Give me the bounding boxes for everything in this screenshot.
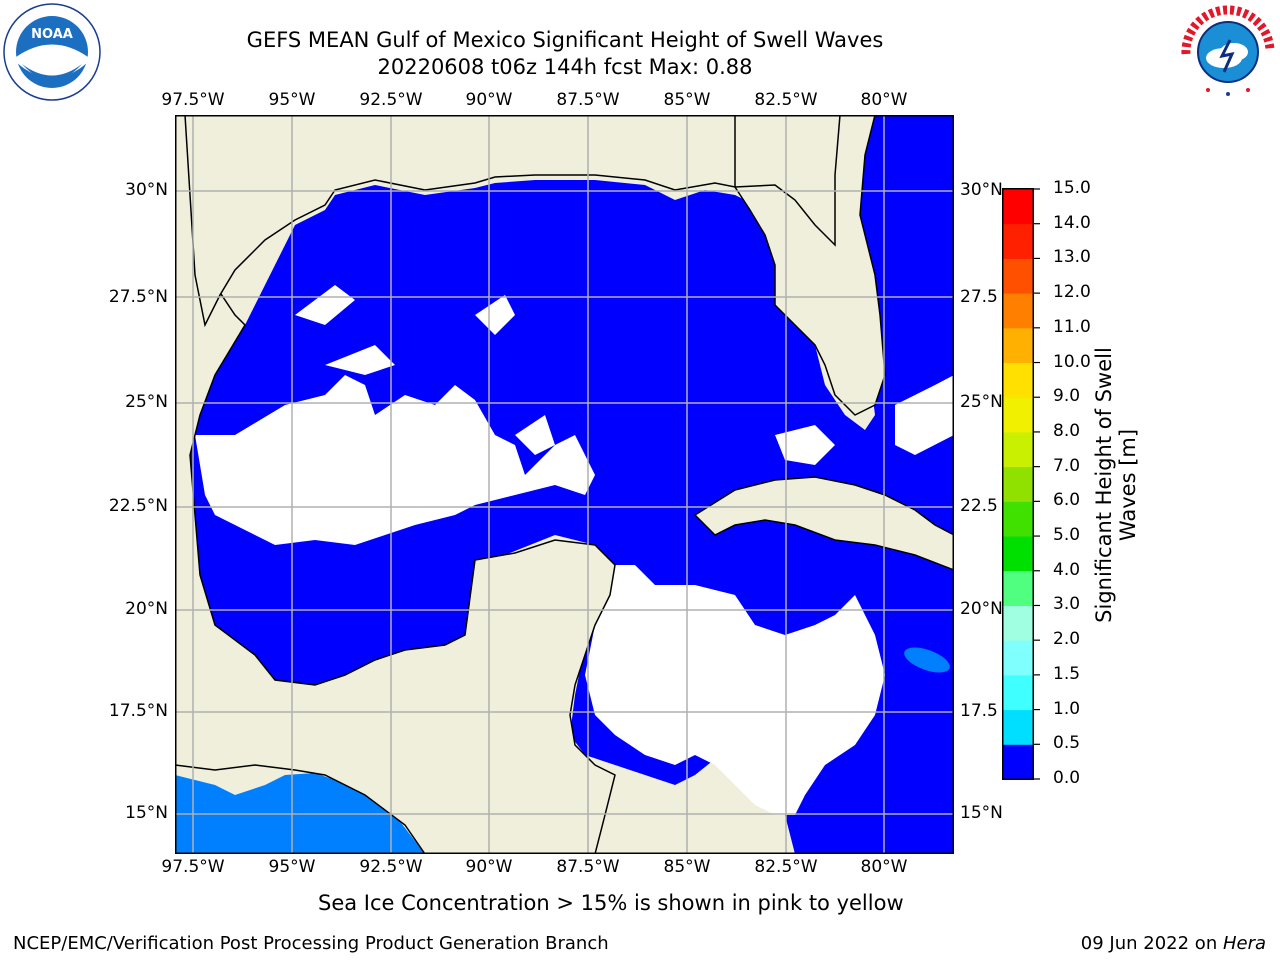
lat-label-left: 25°N <box>125 392 168 412</box>
colorbar-cell <box>1003 258 1033 294</box>
colorbar-tick-label: 8.0 <box>1053 420 1081 441</box>
colorbar-tick-label: 6.0 <box>1053 490 1081 511</box>
map-title: GEFS MEAN Gulf of Mexico Significant Hei… <box>246 28 884 52</box>
lon-label-bottom: 97.5°W <box>161 857 225 877</box>
colorbar-cell <box>1003 293 1033 329</box>
sea-ice-note: Sea Ice Concentration > 15% is shown in … <box>318 891 904 915</box>
colorbar-tick-label: 5.0 <box>1053 525 1081 546</box>
colorbar-tick-label: 0.5 <box>1053 733 1081 754</box>
colorbar-cell <box>1003 466 1033 502</box>
lat-label-left: 27.5°N <box>108 287 168 307</box>
lon-label-bottom: 80°W <box>860 857 908 877</box>
lat-label-right: 17.5 <box>960 701 998 721</box>
colorbar-cell <box>1003 709 1033 745</box>
us-gulf-coast <box>175 115 736 328</box>
footer-date: 09 Jun 2022 on Hera <box>1081 933 1266 954</box>
colorbar-tick-label: 13.0 <box>1053 247 1091 268</box>
lon-label-top: 92.5°W <box>359 90 423 110</box>
colorbar-tick-marks <box>1033 188 1040 780</box>
lon-label-bottom: 90°W <box>465 857 513 877</box>
lat-label-right: 22.5 <box>960 496 998 516</box>
colorbar-tick-label: 9.0 <box>1053 386 1081 407</box>
colorbar-tick-label: 2.0 <box>1053 629 1081 650</box>
colorbar-cell <box>1003 605 1033 641</box>
lat-label-right: 25°N <box>960 392 1003 412</box>
noaa-logo: NOAA <box>3 3 101 101</box>
lat-label-left: 22.5°N <box>108 496 168 516</box>
lon-label-top: 90°W <box>465 90 513 110</box>
colorbar-cell <box>1003 744 1033 780</box>
colorbar-tick-label: 14.0 <box>1053 212 1091 233</box>
lon-label-top: 87.5°W <box>556 90 620 110</box>
lat-label-left: 30°N <box>125 180 168 200</box>
no-data-areas <box>195 285 954 815</box>
land-masses <box>175 115 954 854</box>
cuba <box>693 476 954 571</box>
colorbar-cell <box>1003 223 1033 259</box>
colorbar-cell <box>1003 362 1033 398</box>
graticule <box>175 115 954 854</box>
swell-patch-0-5m <box>904 647 950 673</box>
colorbar-tick-label: 15.0 <box>1053 178 1091 198</box>
footer-branch: NCEP/EMC/Verification Post Processing Pr… <box>13 933 609 954</box>
colorbar-tick-label: 12.0 <box>1053 282 1091 303</box>
colorbar <box>1002 188 1040 780</box>
yucatan <box>175 115 616 854</box>
colorbar-cell <box>1003 640 1033 676</box>
lon-label-top: 80°W <box>860 90 908 110</box>
colorbar-title: Significant Height of Swell Waves [m] <box>1092 347 1140 623</box>
colorbar-cells <box>1003 189 1033 780</box>
lon-label-top: 82.5°W <box>754 90 818 110</box>
colorbar-cell <box>1003 570 1033 606</box>
colorbar-frame <box>1002 188 1034 780</box>
lat-label-right: 27.5 <box>960 287 998 307</box>
colorbar-tick-label: 0.0 <box>1053 768 1081 788</box>
footer-host: Hera <box>1222 933 1266 954</box>
lat-label-left: 15°N <box>125 803 168 823</box>
colorbar-cell <box>1003 327 1033 364</box>
map-subtitle: 20220608 t06z 144h fcst Max: 0.88 <box>377 55 753 79</box>
colorbar-cell <box>1003 674 1033 711</box>
colorbar-tick-label: 7.0 <box>1053 455 1081 476</box>
lat-label-left: 20°N <box>125 599 168 619</box>
noaa-logo-text: NOAA <box>31 27 73 42</box>
lat-label-left: 17.5°N <box>108 701 168 721</box>
colorbar-cell <box>1003 501 1033 537</box>
lon-label-bottom: 95°W <box>268 857 316 877</box>
colorbar-tick-label: 11.0 <box>1053 316 1091 337</box>
colorbar-tick-label: 10.0 <box>1053 351 1091 372</box>
colorbar-tick-label: 3.0 <box>1053 594 1081 615</box>
lon-label-top: 85°W <box>663 90 711 110</box>
colorbar-cell <box>1003 189 1033 225</box>
lon-label-top: 97.5°W <box>161 90 225 110</box>
colorbar-cell <box>1003 536 1033 572</box>
colorbar-tick-label: 1.0 <box>1053 698 1081 719</box>
gulf-map <box>175 115 954 854</box>
lon-label-bottom: 82.5°W <box>754 857 818 877</box>
map-frame <box>175 115 954 854</box>
lat-label-right: 30°N <box>960 180 1003 200</box>
lat-label-right: 15°N <box>960 803 1003 823</box>
nws-logo <box>1181 5 1275 99</box>
colorbar-tick-label: 1.5 <box>1053 663 1081 684</box>
lon-label-bottom: 85°W <box>663 857 711 877</box>
lon-label-bottom: 92.5°W <box>359 857 423 877</box>
colorbar-cell <box>1003 431 1033 468</box>
colorbar-cell <box>1003 397 1033 433</box>
florida <box>733 115 886 416</box>
lat-label-right: 20°N <box>960 599 1003 619</box>
lon-label-top: 95°W <box>268 90 316 110</box>
colorbar-tick-label: 4.0 <box>1053 559 1081 580</box>
footer-date-text: 09 Jun 2022 on <box>1080 933 1223 954</box>
lon-label-bottom: 87.5°W <box>556 857 620 877</box>
